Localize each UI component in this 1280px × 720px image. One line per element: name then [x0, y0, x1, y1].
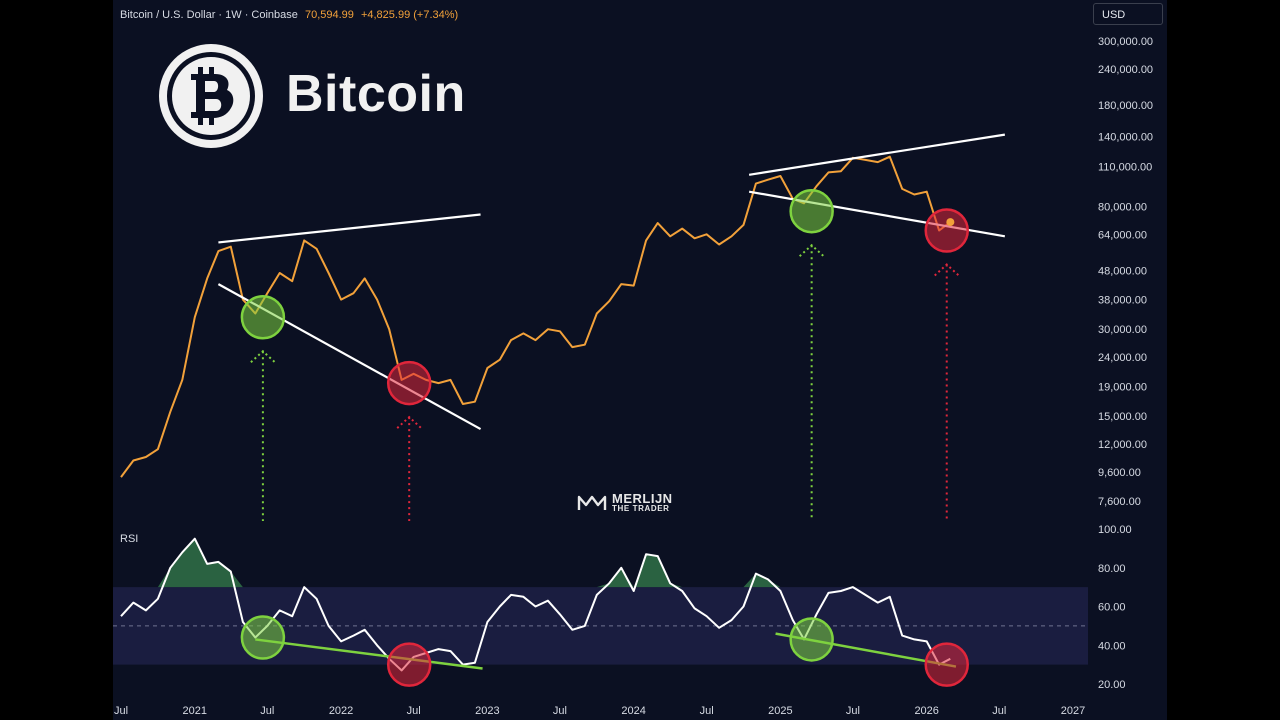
time-axis-label: Jul — [114, 705, 128, 717]
bear-signal-circle-2 — [386, 360, 432, 406]
time-axis-label: 2026 — [914, 705, 938, 717]
last-price: 70,594.99 — [304, 9, 354, 21]
bitcoin-icon — [159, 44, 263, 148]
left-black-bar — [0, 0, 113, 720]
time-axis-label: 2023 — [475, 705, 499, 717]
price-axis-label: 240,000.00 — [1098, 64, 1153, 76]
price-axis-label: 64,000.00 — [1098, 229, 1147, 241]
rsi-axis-label: 100.00 — [1098, 524, 1132, 536]
price-trendline-1[interactable] — [218, 213, 481, 244]
price-axis-label: 7,600.00 — [1098, 496, 1141, 508]
price-axis-label: 12,000.00 — [1098, 439, 1147, 451]
rsi-bear-circle-4 — [924, 642, 969, 687]
price-panel[interactable] — [120, 133, 1006, 521]
time-axis-label: Jul — [260, 705, 274, 717]
price-axis-label: 30,000.00 — [1098, 324, 1147, 336]
symbol-header[interactable]: Bitcoin / U.S. Dollar · 1W · Coinbase 70… — [120, 9, 458, 21]
price-axis-label: 80,000.00 — [1098, 201, 1147, 213]
rsi-trendline-1[interactable] — [255, 638, 483, 670]
price-axis-label: 19,000.00 — [1098, 381, 1147, 393]
rsi-panel[interactable] — [113, 537, 1088, 687]
time-axis-label: Jul — [407, 705, 421, 717]
rsi-axis-label: 80.00 — [1098, 563, 1126, 575]
watermark-line1: MERLIJN — [612, 491, 673, 506]
rsi-label: RSI — [120, 533, 139, 545]
right-black-bar — [1167, 0, 1280, 720]
time-axis-label: Jul — [846, 705, 860, 717]
price-axis-label: 24,000.00 — [1098, 352, 1147, 364]
price-change: +4,825.99 (+7.34%) — [360, 9, 459, 21]
watermark-line2: THE TRADER — [612, 504, 670, 513]
time-axis-label: 2022 — [329, 705, 353, 717]
time-axis-label: Jul — [992, 705, 1006, 717]
symbol-name: Bitcoin / U.S. Dollar · 1W · Coinbase — [120, 9, 298, 21]
price-axis-label: 180,000.00 — [1098, 100, 1153, 112]
price-axis-label: 48,000.00 — [1098, 265, 1147, 277]
price-axis-label: 15,000.00 — [1098, 411, 1147, 423]
time-axis-label: 2021 — [183, 705, 207, 717]
time-axis-label: Jul — [553, 705, 567, 717]
rsi-bear-circle-2 — [386, 642, 432, 687]
price-axis-label: 9,600.00 — [1098, 467, 1141, 479]
rsi-overbought-fill — [121, 538, 951, 588]
price-trendline-3[interactable] — [748, 133, 1006, 176]
time-axis-label: Jul — [700, 705, 714, 717]
bull-signal-circle-1 — [240, 294, 286, 340]
rsi-axis-label: 20.00 — [1098, 679, 1126, 691]
merlijn-logo-icon — [577, 495, 607, 510]
bull-signal-circle-3 — [789, 188, 834, 234]
bear-dotted-arrow-head — [934, 263, 960, 277]
price-axis-label: 38,000.00 — [1098, 295, 1147, 307]
price-axis-label: 110,000.00 — [1098, 162, 1152, 174]
rsi-bull-circle-1 — [240, 615, 286, 660]
rsi-bull-circle-3 — [789, 617, 834, 662]
bitcoin-wordmark: Bitcoin — [286, 65, 466, 123]
time-axis-label: 2024 — [621, 705, 645, 717]
bull-dotted-arrow-head — [250, 349, 276, 363]
rsi-axis-label: 40.00 — [1098, 640, 1126, 652]
current-price-dot — [946, 218, 955, 227]
watermark: MERLIJN THE TRADER — [612, 491, 673, 514]
currency-button[interactable]: USD — [1093, 3, 1163, 25]
rsi-axis-label: 60.00 — [1098, 602, 1126, 614]
price-axis-label: 140,000.00 — [1098, 131, 1153, 143]
price-axis-label: 300,000.00 — [1098, 36, 1153, 48]
bull-dotted-arrow-head — [798, 243, 825, 257]
bear-signal-circle-4 — [924, 208, 969, 253]
bear-dotted-arrow-head — [396, 415, 422, 429]
time-axis-label: 2027 — [1061, 705, 1085, 717]
time-axis-label: 2025 — [768, 705, 792, 717]
